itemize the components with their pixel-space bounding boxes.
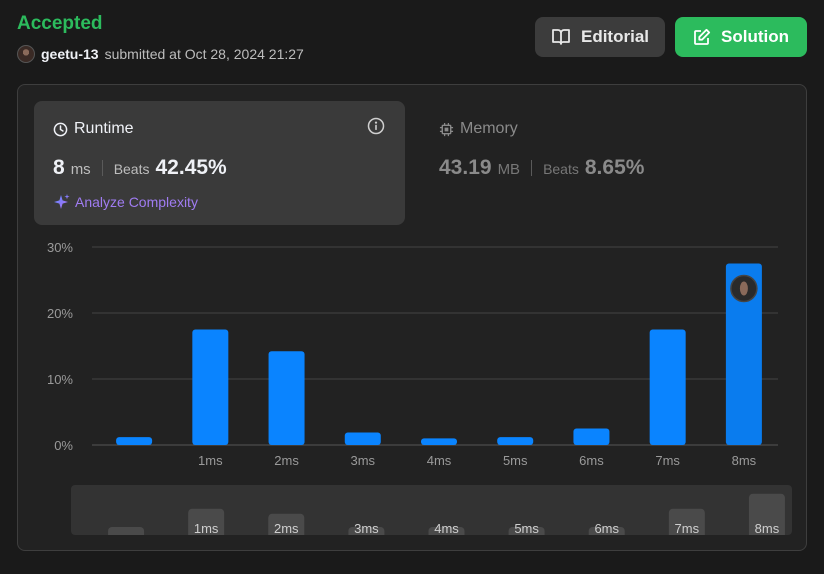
mini-label: 6ms — [594, 521, 619, 535]
avatar-figure — [739, 281, 748, 296]
mini-label: 4ms — [434, 521, 459, 535]
mini-label: 2ms — [274, 521, 299, 535]
edit-icon — [694, 28, 711, 45]
mini-bar — [268, 513, 305, 535]
x-tick-label: 5ms — [503, 453, 528, 468]
mini-bar — [108, 527, 145, 535]
runtime-unit: ms — [70, 161, 91, 178]
x-tick-label: 3ms — [350, 453, 375, 468]
runtime-beats-label: Beats — [113, 161, 150, 177]
status-title: Accepted — [17, 13, 103, 34]
chart-bar[interactable] — [192, 329, 229, 446]
divider — [101, 160, 103, 176]
range-selector[interactable]: 1ms 2ms 3ms 4ms 5ms 6ms 7ms 8ms — [71, 485, 792, 535]
avatar[interactable] — [17, 45, 35, 63]
y-tick-label: 0% — [54, 438, 73, 453]
chart-bar[interactable] — [497, 437, 534, 445]
memory-title-label: Memory — [460, 120, 518, 137]
clock-icon — [53, 122, 68, 136]
editorial-label: Editorial — [580, 27, 649, 46]
memory-beats-label: Beats — [543, 161, 579, 177]
mini-label: 5ms — [514, 521, 539, 535]
solution-button[interactable]: Solution — [675, 17, 807, 57]
mini-bar — [188, 508, 225, 535]
result-panel: Runtime 8 ms Beats 42.45% — [17, 84, 807, 551]
mini-bar — [508, 527, 545, 535]
x-tick-label: 1ms — [198, 453, 223, 468]
x-tick-label: 4ms — [427, 453, 452, 468]
username-link[interactable]: geetu-13 — [41, 46, 99, 62]
mini-bar — [428, 527, 465, 535]
chart-bar[interactable] — [268, 351, 305, 445]
chart-bar[interactable] — [573, 428, 610, 446]
runtime-distribution-chart[interactable]: 0%10%20%30%1ms 2ms 3ms 4ms 5ms 6ms 7ms 8ms — [18, 85, 806, 550]
x-tick-label: 8ms — [732, 453, 757, 468]
memory-beats-value: 8.65% — [584, 156, 645, 179]
memory-unit: MB — [497, 161, 521, 178]
runtime-title-label: Runtime — [74, 120, 134, 137]
chart-bar[interactable] — [116, 437, 153, 445]
editorial-button[interactable]: Editorial — [535, 17, 665, 57]
submitted-time: submitted at Oct 28, 2024 21:27 — [104, 46, 304, 62]
chart-bar[interactable] — [649, 329, 686, 446]
runtime-beats-value: 42.45% — [155, 156, 227, 179]
chart-bar[interactable] — [725, 263, 762, 446]
submission-info: geetu-13 submitted at Oct 28, 2024 21:27 — [17, 45, 304, 63]
range-selector-chart[interactable]: 1ms 2ms 3ms 4ms 5ms 6ms 7ms 8ms — [71, 485, 792, 535]
divider — [531, 160, 533, 176]
chart-bar[interactable] — [421, 438, 457, 445]
chip-icon — [439, 122, 454, 136]
book-icon — [552, 29, 570, 45]
mini-label: 7ms — [675, 521, 700, 535]
runtime-title: Runtime — [53, 120, 134, 138]
runtime-stats: 8 ms Beats 42.45% — [53, 156, 227, 180]
mini-label: 8ms — [755, 521, 780, 535]
mini-bar — [588, 527, 625, 535]
x-tick-label: 6ms — [579, 453, 604, 468]
mini-bar — [348, 527, 385, 535]
chart-bar[interactable] — [344, 432, 381, 445]
memory-value: 43.19 — [439, 156, 492, 179]
memory-stats: 43.19 MB Beats 8.65% — [439, 156, 644, 180]
y-tick-label: 20% — [47, 306, 73, 321]
mini-bar — [748, 493, 785, 535]
mini-label: 3ms — [354, 521, 379, 535]
mini-bar — [668, 508, 705, 535]
x-tick-label: 2ms — [274, 453, 299, 468]
x-tick-label: 7ms — [655, 453, 680, 468]
solution-label: Solution — [721, 27, 789, 46]
memory-title[interactable]: Memory — [439, 120, 518, 138]
y-tick-label: 30% — [47, 240, 73, 255]
runtime-value: 8 — [53, 156, 65, 179]
analyze-complexity-link[interactable]: Analyze Complexity — [53, 193, 198, 211]
mini-label: 1ms — [194, 521, 219, 535]
sparkle-icon — [54, 194, 70, 209]
analyze-label: Analyze Complexity — [75, 194, 198, 210]
info-icon[interactable] — [367, 117, 385, 135]
runtime-card[interactable]: Runtime 8 ms Beats 42.45% — [34, 101, 405, 225]
y-tick-label: 10% — [47, 372, 73, 387]
